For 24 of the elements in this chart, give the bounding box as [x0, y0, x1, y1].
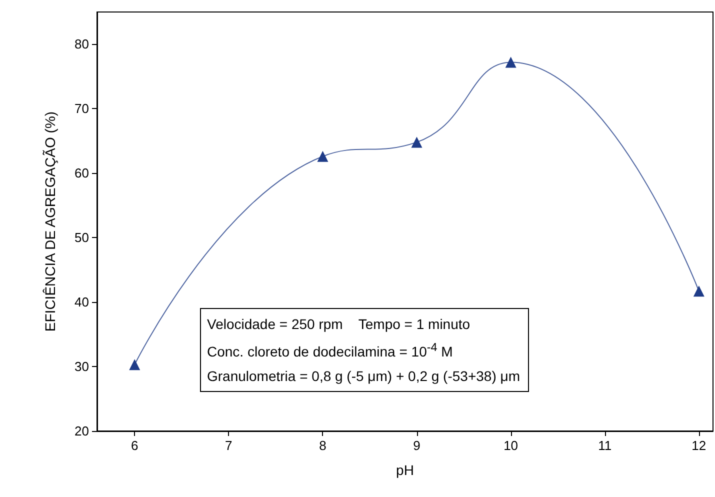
annotation: Velocidade = 250 rpm Tempo = 1 minuto [207, 315, 472, 334]
y-tick-label: 60 [74, 166, 89, 181]
y-tick-label: 40 [74, 294, 89, 310]
y-tick-label: 70 [74, 101, 89, 116]
x-tick-label: 12 [692, 438, 706, 453]
annotation: Granulometria = 0,8 g (-5 μm) + 0,2 g (-53+38) μm [207, 366, 520, 386]
x-axis-title: pH [396, 462, 414, 478]
point [411, 136, 422, 148]
x-tick-label: 7 [225, 438, 232, 453]
y-tick-label: 30 [74, 359, 89, 374]
point [693, 286, 704, 297]
annotation: Conc. cloreto de dodecilamina = 10$^{-4}$ M [207, 340, 454, 362]
y-tick-label: 80 [74, 36, 89, 52]
point [317, 150, 328, 162]
y-tick-label: 20 [74, 424, 89, 438]
x-tick-label: 9 [413, 438, 420, 453]
x-tick-label: 10 [504, 438, 518, 453]
x-tick-label: 6 [131, 438, 138, 453]
x-tick-label: 8 [319, 438, 326, 453]
x-tick-label: 11 [598, 438, 612, 453]
y-axis-title: EFICIÊNCIA DE AGREGAÇÃO (%) [42, 111, 58, 332]
point [505, 56, 516, 68]
y-tick-label: 50 [74, 230, 89, 246]
point [129, 359, 140, 370]
